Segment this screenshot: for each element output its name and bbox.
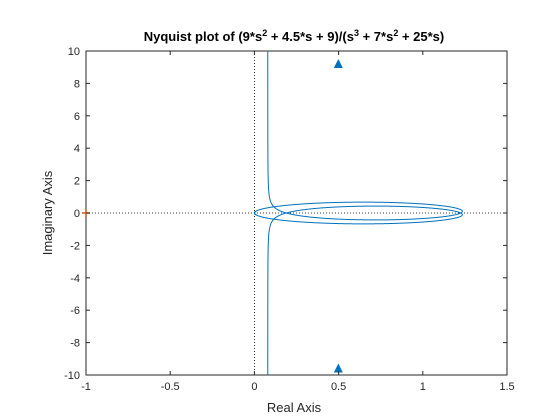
y-tick-label: 4 [74,143,80,155]
x-axis-label: Real Axis [267,400,322,415]
y-tick-label: 2 [74,176,80,188]
y-tick-label: -6 [70,305,80,317]
y-tick-label: 0 [74,208,80,220]
nyquist-curve-positive-frequency [253,205,463,376]
x-tick-label: 0.5 [331,381,346,393]
plot-title: Nyquist plot of (9*s2 + 4.5*s + 9)/(s3 +… [144,28,444,44]
y-axis-label: Imaginary Axis [40,170,55,255]
nyquist-curve-negative-frequency [253,50,463,221]
x-tick-label: 1 [420,381,426,393]
plot-area: -1 -0.5 0 0.5 1 1.5 -10 -8 -6 -4 -2 0 2 4 6 8 10 [64,46,515,393]
x-tick-label: -1 [81,381,91,393]
direction-arrow-bottom [333,363,343,373]
x-tick-label: -0.5 [161,381,180,393]
y-tick-label: 8 [74,78,80,90]
y-tick-label: -2 [70,240,80,252]
x-tick-label: 1.5 [499,381,514,393]
direction-arrow-top [333,58,343,68]
y-tick-label: 10 [68,46,80,58]
y-tick-label: 6 [74,111,80,123]
tick-layer: -1 -0.5 0 0.5 1 1.5 -10 -8 -6 -4 -2 0 2 4 6 8 10 [64,46,515,393]
y-tick-label: -4 [70,273,80,285]
y-tick-label: -8 [70,338,80,350]
nyquist-curve-layer [253,50,463,376]
x-tick-label: 0 [251,381,257,393]
y-tick-label: -10 [64,370,80,382]
